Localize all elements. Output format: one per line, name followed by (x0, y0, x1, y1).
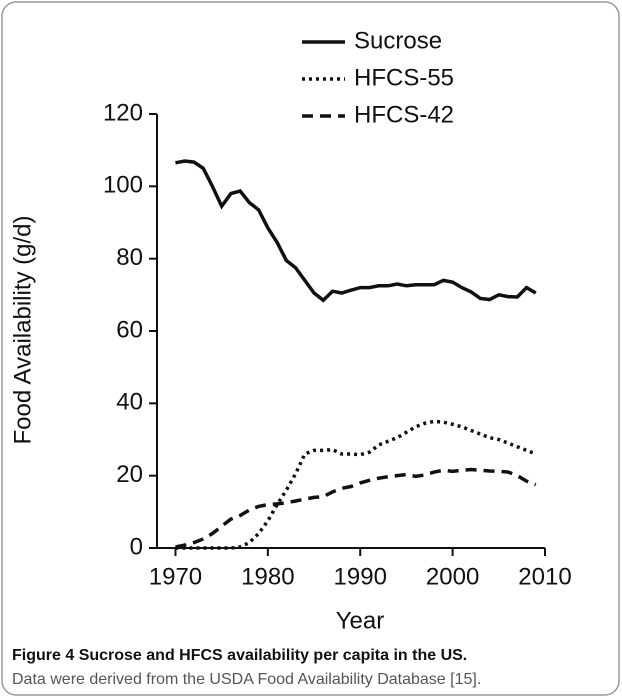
y-axis-label: Food Availability (g/d) (9, 215, 36, 444)
y-tick-label: 120 (103, 99, 143, 126)
y-tick-label: 20 (116, 461, 143, 488)
legend-label: HFCS-42 (354, 101, 454, 128)
x-tick-label: 2010 (518, 563, 571, 590)
line-series (175, 467, 537, 549)
x-tick-label: 1980 (241, 563, 294, 590)
x-axis-label: Year (336, 607, 385, 634)
y-tick-label: 0 (130, 533, 143, 560)
caption-label: Figure 4 (12, 647, 75, 664)
caption: Figure 4 Sucrose and HFCS availability p… (12, 644, 612, 692)
y-tick-label: 60 (116, 316, 143, 343)
y-tick-label: 40 (116, 389, 143, 416)
line-series (175, 159, 537, 303)
legend-label: Sucrose (354, 27, 442, 54)
x-tick-label: 1990 (334, 563, 387, 590)
y-tick-label: 80 (116, 244, 143, 271)
caption-heading: Figure 4 Sucrose and HFCS availability p… (12, 644, 612, 668)
y-tick-label: 100 (103, 172, 143, 199)
legend-label: HFCS-55 (354, 64, 454, 91)
line-series (175, 419, 537, 550)
caption-title: Sucrose and HFCS availability per capita… (78, 647, 468, 664)
x-tick-label: 2000 (426, 563, 479, 590)
x-tick-label: 1970 (149, 563, 202, 590)
caption-text: Data were derived from the USDA Food Ava… (12, 671, 482, 688)
